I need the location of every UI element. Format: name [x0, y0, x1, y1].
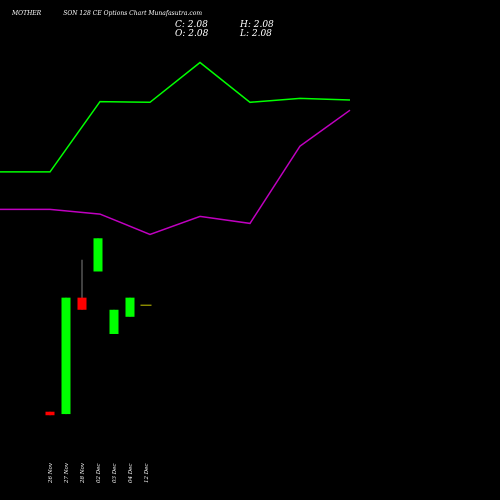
low-value: L: 2.08 — [240, 29, 272, 39]
candle-03-dec — [109, 309, 119, 334]
open-value: O: 2.08 — [175, 29, 209, 39]
close-value: C: 2.08 — [175, 20, 208, 30]
x-tick-label: 02 Dec — [96, 464, 102, 484]
candle-28-nov — [77, 297, 87, 310]
x-tick-label: 03 Dec — [112, 464, 118, 484]
candle-26-nov — [45, 411, 55, 416]
candle-12-dec — [140, 304, 152, 306]
chart-title: MOTHER SON 128 CE Options Chart Munafasut… — [12, 10, 203, 17]
x-tick-label: 12 Dec — [144, 464, 150, 484]
x-tick-label: 04 Dec — [128, 464, 134, 484]
candles-group — [45, 238, 152, 416]
upper-indicator-line — [0, 61, 351, 173]
high-value: H: 2.08 — [240, 20, 274, 30]
candle-02-dec — [93, 238, 103, 272]
candle-27-nov — [61, 297, 71, 415]
lower-indicator-line — [0, 109, 351, 236]
x-tick-label: 28 Nov — [80, 462, 86, 484]
x-tick-label: 26 Nov — [48, 462, 54, 484]
candle-04-dec — [125, 297, 135, 317]
x-axis-tick-labels: 26 Nov 27 Nov 28 Nov 02 Dec 03 Dec 04 Dec 12 D… — [48, 462, 150, 484]
x-tick-label: 27 Nov — [64, 462, 70, 484]
